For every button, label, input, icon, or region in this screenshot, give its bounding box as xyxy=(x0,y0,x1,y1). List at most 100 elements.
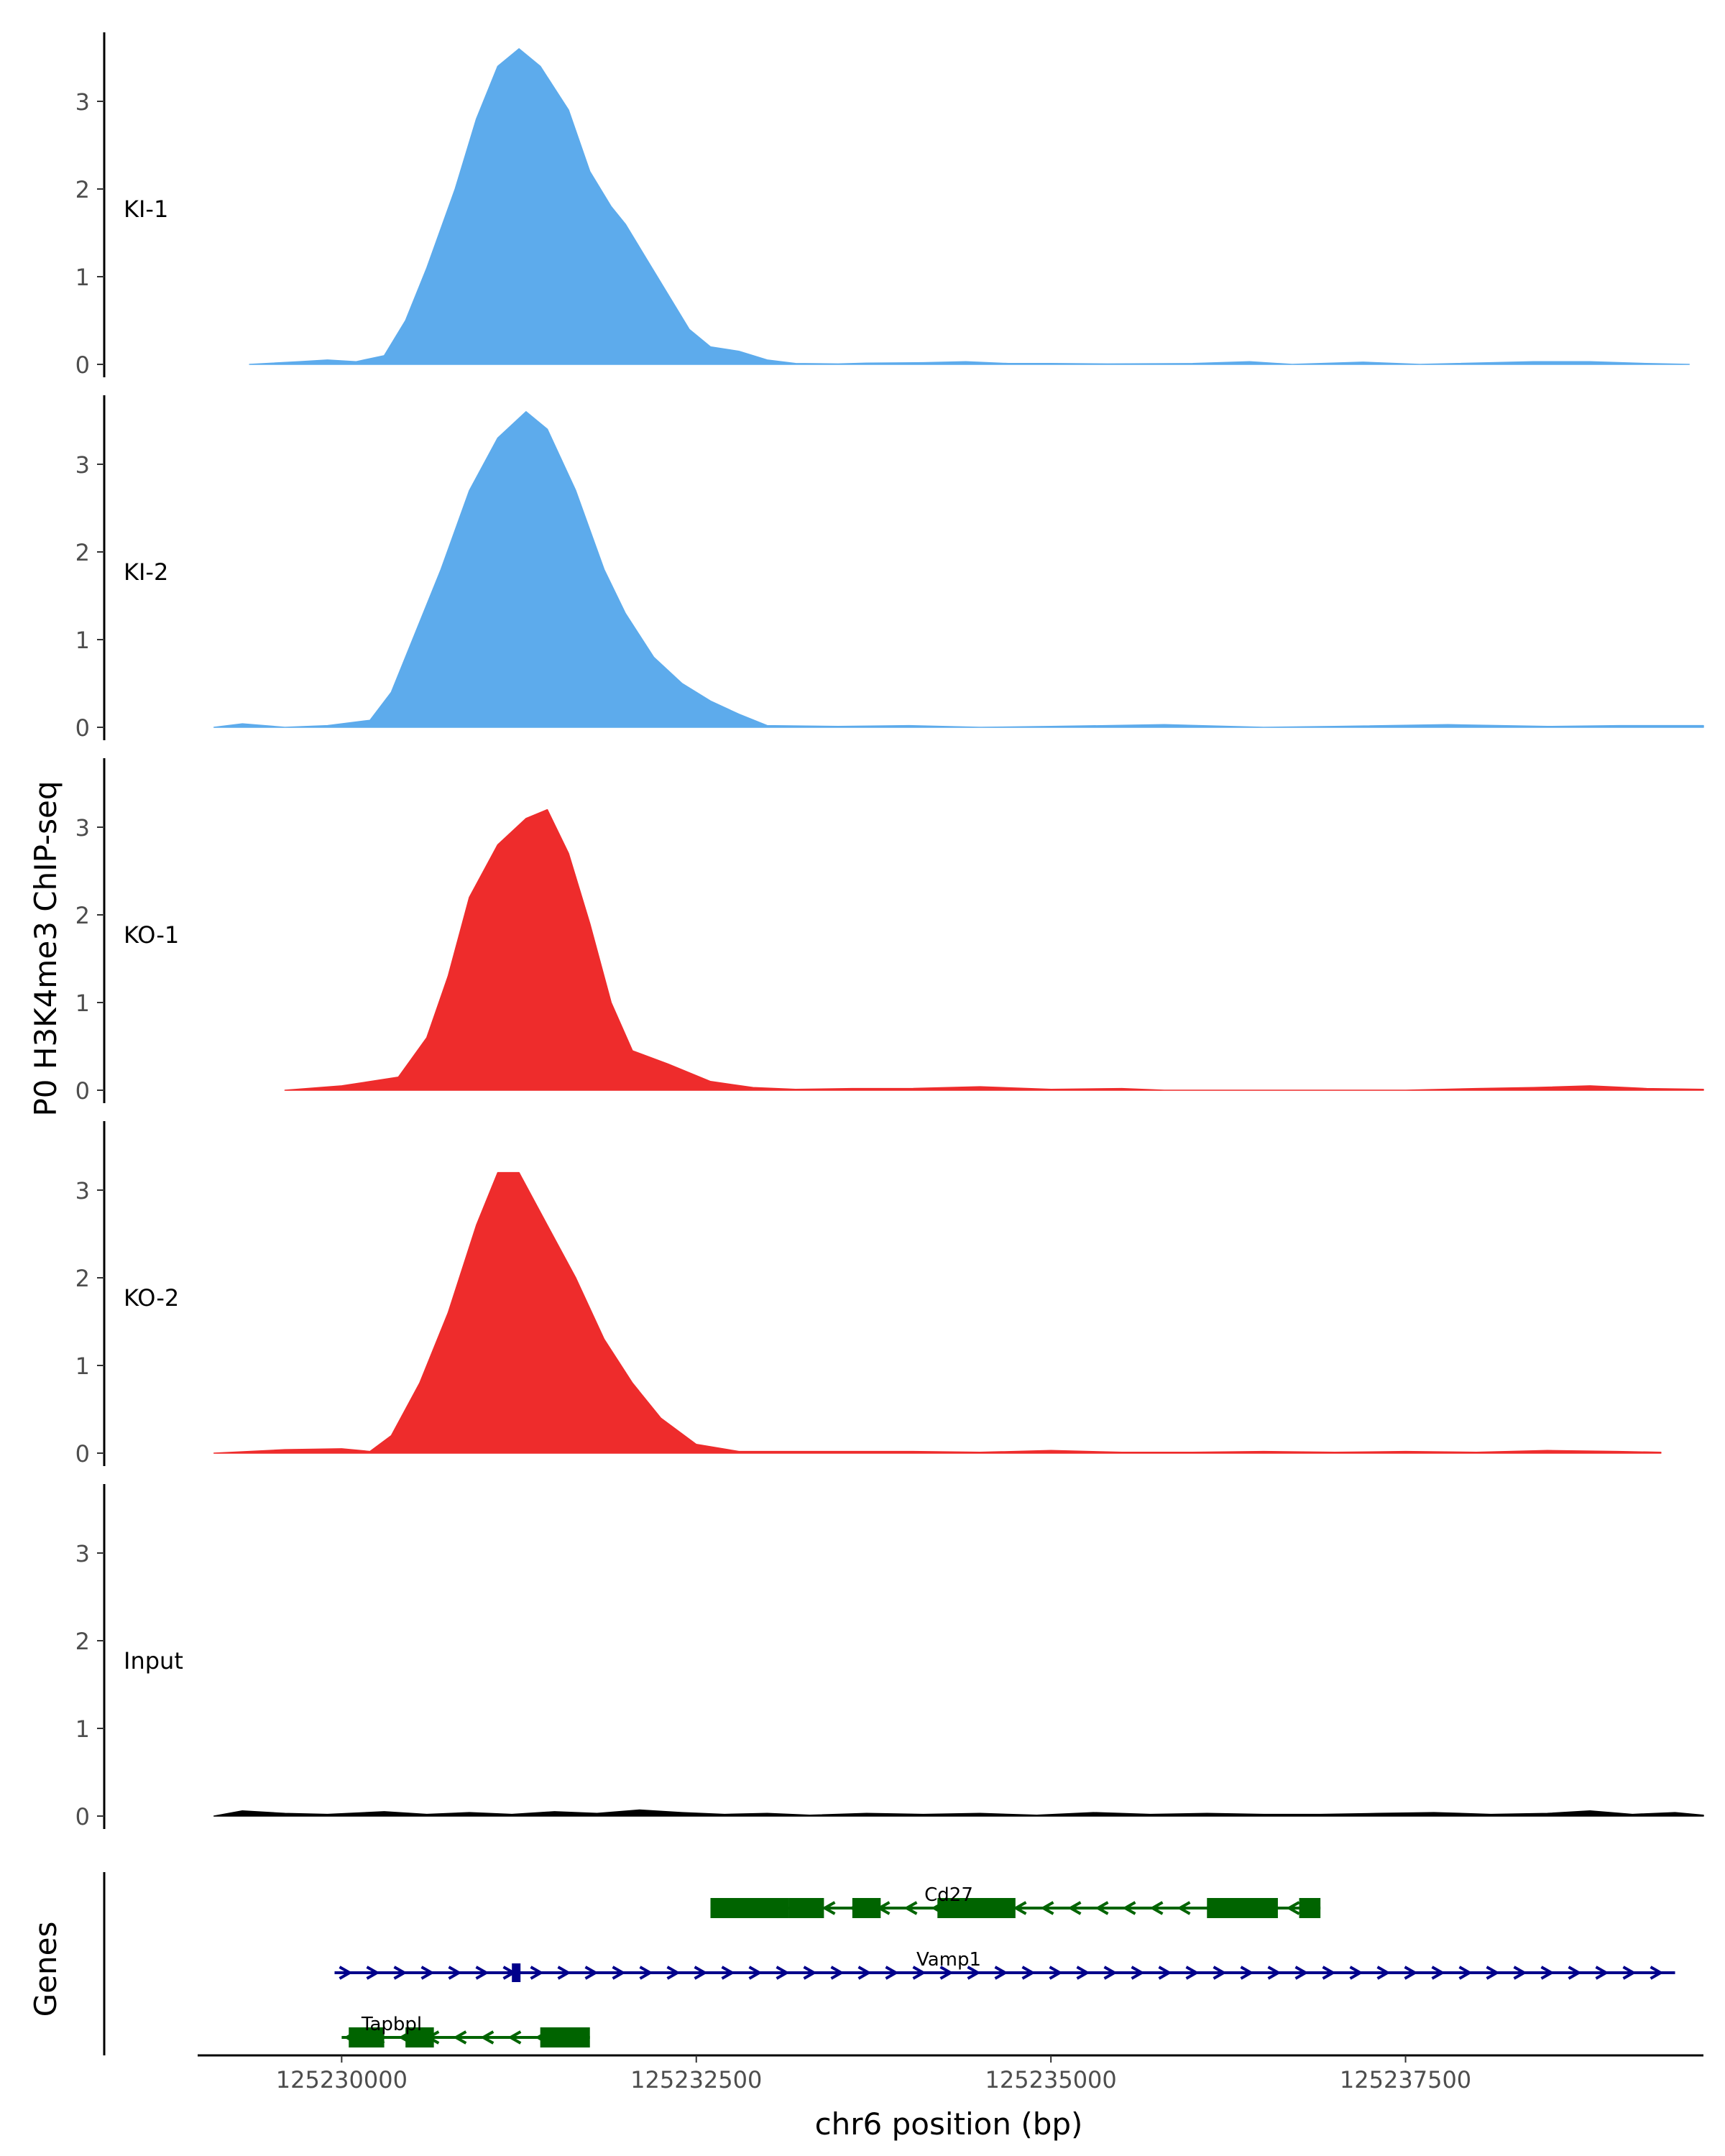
chevron-right-icon xyxy=(1349,1966,1363,1980)
coverage-area xyxy=(213,411,1704,728)
chevron-right-icon xyxy=(1458,1966,1473,1980)
y-tick-label: 2 xyxy=(75,1265,90,1292)
exon xyxy=(540,2027,590,2047)
y-tick-label: 2 xyxy=(75,1628,90,1655)
y-tick-label: 0 xyxy=(75,1077,90,1105)
chevron-left-icon xyxy=(453,2030,467,2045)
chevron-left-icon xyxy=(1067,1901,1082,1915)
chevron-right-icon xyxy=(1021,1966,1036,1980)
chevron-right-icon xyxy=(1294,1966,1309,1980)
track-ko-2: 0 1 2 3 KO-2 xyxy=(75,1121,1662,1468)
gene-label: Vamp1 xyxy=(916,1949,981,1971)
chevron-right-icon xyxy=(1158,1966,1172,1980)
chevron-right-icon xyxy=(612,1966,626,1980)
chevron-right-icon xyxy=(1131,1966,1145,1980)
exon xyxy=(937,1898,1016,1918)
chevron-right-icon xyxy=(475,1966,489,1980)
y-tick-label: 1 xyxy=(75,264,90,291)
chevron-right-icon xyxy=(1049,1966,1063,1980)
y-tick-label: 3 xyxy=(75,88,90,116)
chevron-left-icon xyxy=(1286,1901,1300,1915)
chevron-left-icon xyxy=(1095,1901,1109,1915)
y-tick-label: 2 xyxy=(75,176,90,203)
chevron-right-icon xyxy=(803,1966,817,1980)
chevron-left-icon xyxy=(1013,1901,1027,1915)
chevron-right-icon xyxy=(339,1966,353,1980)
chevron-left-icon xyxy=(822,1901,836,1915)
chevron-right-icon xyxy=(1650,1966,1664,1980)
chevron-right-icon xyxy=(1595,1966,1609,1980)
gene-tapbpl: Tapbpl xyxy=(341,2014,590,2047)
y-tick-label: 3 xyxy=(75,451,90,479)
y-tick-label: 1 xyxy=(75,1353,90,1380)
y-tick-label: 0 xyxy=(75,1440,90,1468)
chevron-left-icon xyxy=(480,2030,494,2045)
exon xyxy=(512,1963,521,1982)
track-label: KI-1 xyxy=(124,195,168,223)
chevron-right-icon xyxy=(366,1966,380,1980)
gene-label: Cd27 xyxy=(924,1884,973,1906)
genes-panel: Cd27 Vamp1 Tapbpl xyxy=(103,1872,1675,2055)
exon xyxy=(1299,1898,1321,1918)
chevron-right-icon xyxy=(885,1966,899,1980)
chevron-right-icon xyxy=(967,1966,981,1980)
chevron-right-icon xyxy=(994,1966,1008,1980)
x-axis: 125230000 125232500 125235000 125237500 xyxy=(198,2054,1703,2093)
coverage-area xyxy=(249,48,1690,365)
chevron-left-icon xyxy=(1040,1901,1054,1915)
exon xyxy=(405,2027,434,2047)
y-tick-label: 0 xyxy=(75,351,90,379)
y-tick-label: 0 xyxy=(75,1803,90,1830)
track-ki-1: 0 1 2 3 KI-1 xyxy=(75,32,1690,379)
chevron-left-icon xyxy=(903,1901,918,1915)
chevron-right-icon xyxy=(1267,1966,1282,1980)
x-axis-title: chr6 position (bp) xyxy=(815,2106,1083,2142)
exon xyxy=(852,1898,881,1918)
chevron-right-icon xyxy=(1213,1966,1227,1980)
chevron-right-icon xyxy=(530,1966,544,1980)
chevron-right-icon xyxy=(830,1966,845,1980)
chevron-right-icon xyxy=(1404,1966,1418,1980)
chevron-right-icon xyxy=(721,1966,735,1980)
chevron-right-icon xyxy=(639,1966,653,1980)
chevron-right-icon xyxy=(694,1966,708,1980)
chevron-right-icon xyxy=(748,1966,763,1980)
chevron-right-icon xyxy=(1322,1966,1336,1980)
gene-cd27: Cd27 xyxy=(710,1884,1321,1918)
chevron-right-icon xyxy=(1076,1966,1090,1980)
chevron-left-icon xyxy=(1177,1901,1191,1915)
y-tick-label: 0 xyxy=(75,714,90,742)
y-tick-label: 1 xyxy=(75,627,90,654)
chevron-left-icon xyxy=(1149,1901,1164,1915)
chevron-right-icon xyxy=(666,1966,681,1980)
chevron-right-icon xyxy=(1185,1966,1200,1980)
track-input: 0 1 2 3 Input xyxy=(75,1484,1704,1830)
y-tick-label: 3 xyxy=(75,1177,90,1204)
chevron-right-icon xyxy=(393,1966,408,1980)
chevron-right-icon xyxy=(1431,1966,1445,1980)
chevron-right-icon xyxy=(448,1966,462,1980)
y-tick-label: 2 xyxy=(75,539,90,566)
chevron-right-icon xyxy=(857,1966,872,1980)
track-label: Input xyxy=(124,1647,183,1674)
chevron-right-icon xyxy=(420,1966,435,1980)
chevron-right-icon xyxy=(1240,1966,1254,1980)
x-tick-label: 125230000 xyxy=(276,2066,408,2093)
y-tick-label: 3 xyxy=(75,814,90,842)
chevron-right-icon xyxy=(1568,1966,1582,1980)
gene-vamp1: Vamp1 xyxy=(334,1949,1675,1982)
coverage-area xyxy=(213,1809,1704,1817)
exon xyxy=(788,1898,824,1918)
y-tick-label: 1 xyxy=(75,1715,90,1743)
chevron-right-icon xyxy=(776,1966,790,1980)
chevron-right-icon xyxy=(1540,1966,1555,1980)
coverage-tracks: 0 1 2 3 KI-1 0 1 2 3 KI-2 0 1 2 3 KO-1 0 1 2 3 KO-2 0 1 2 3 Inpu… xyxy=(75,32,1704,1830)
coverage-area xyxy=(213,1171,1662,1454)
exon xyxy=(710,1898,789,1918)
chevron-left-icon xyxy=(1122,1901,1136,1915)
track-ki-2: 0 1 2 3 KI-2 xyxy=(75,395,1704,742)
x-tick-label: 125232500 xyxy=(630,2066,762,2093)
chevron-right-icon xyxy=(912,1966,926,1980)
chevron-right-icon xyxy=(584,1966,599,1980)
